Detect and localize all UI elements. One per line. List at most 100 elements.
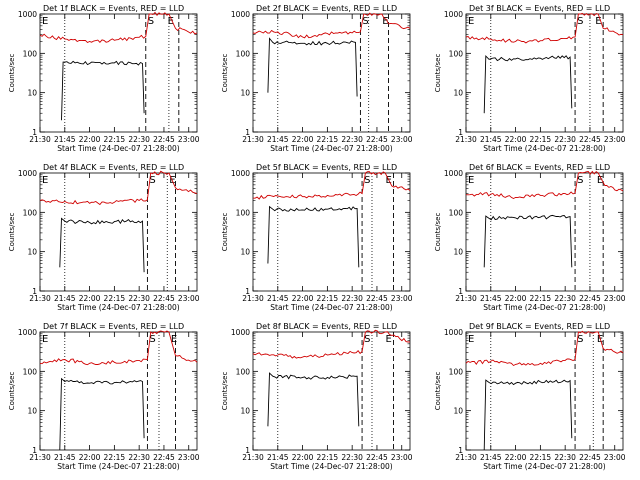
- panel-title: Det 6f BLACK = Events, RED = LLD: [469, 163, 610, 172]
- panel-title: Det 3f BLACK = Events, RED = LLD: [469, 4, 610, 13]
- x-tick-label: 22:30: [341, 453, 363, 462]
- y-axis-label: Counts/sec: [434, 213, 442, 252]
- y-tick-label: 1000: [18, 328, 37, 337]
- event-marker-E: E: [42, 175, 48, 186]
- plot-frame: [39, 331, 198, 451]
- x-axis-label: Start Time (24-Dec-07 21:28:00): [270, 303, 392, 312]
- x-tick-label: 21:30: [455, 135, 477, 144]
- y-tick-label: 10: [453, 407, 463, 416]
- x-tick-label: 22:15: [317, 294, 339, 303]
- panel-title: Det 4f BLACK = Events, RED = LLD: [43, 163, 184, 172]
- events-series-line: [267, 205, 360, 268]
- y-tick-label: 100: [236, 208, 251, 217]
- event-marker-E: E: [597, 175, 603, 186]
- y-tick-label: 100: [23, 367, 38, 376]
- lld-series-line: [465, 12, 624, 44]
- x-tick-label: 21:30: [29, 294, 51, 303]
- y-axis-label: Counts/sec: [8, 372, 16, 411]
- y-tick-label: 10: [27, 89, 37, 98]
- y-axis-label: Counts/sec: [221, 54, 229, 93]
- events-series-line: [483, 55, 573, 114]
- x-tick-label: 21:30: [29, 453, 51, 462]
- lld-series-line: [465, 330, 624, 367]
- x-tick-label: 22:00: [292, 453, 314, 462]
- x-tick-label: 21:45: [267, 294, 289, 303]
- event-marker-S: S: [577, 334, 583, 345]
- panel-title: Det 2f BLACK = Events, RED = LLD: [256, 4, 397, 13]
- events-series-line: [267, 372, 360, 427]
- x-tick-label: 21:45: [267, 453, 289, 462]
- x-tick-label: 22:30: [128, 294, 150, 303]
- lld-series-line: [252, 171, 411, 200]
- x-tick-label: 21:30: [242, 135, 264, 144]
- x-tick-label: 23:00: [391, 453, 413, 462]
- events-series-line: [59, 217, 145, 273]
- x-tick-label: 23:00: [604, 294, 626, 303]
- event-marker-E: E: [171, 334, 177, 345]
- lld-series-line: [252, 329, 411, 359]
- x-tick-label: 22:45: [366, 453, 388, 462]
- y-tick-label: 100: [23, 208, 38, 217]
- x-tick-label: 22:45: [153, 294, 175, 303]
- x-tick-label: 21:30: [242, 453, 264, 462]
- y-tick-label: 1: [245, 446, 250, 455]
- y-tick-label: 100: [236, 49, 251, 58]
- y-tick-label: 1: [32, 287, 37, 296]
- x-tick-label: 22:45: [153, 135, 175, 144]
- events-series-line: [59, 377, 145, 451]
- x-tick-label: 21:45: [54, 135, 76, 144]
- x-tick-label: 22:00: [79, 294, 101, 303]
- plot-frame: [39, 13, 198, 133]
- x-tick-label: 23:00: [178, 453, 200, 462]
- y-tick-label: 1000: [444, 10, 463, 19]
- x-tick-label: 22:30: [341, 135, 363, 144]
- x-axis-label: Start Time (24-Dec-07 21:28:00): [483, 303, 605, 312]
- y-tick-label: 1: [32, 128, 37, 137]
- y-tick-label: 1000: [231, 328, 250, 337]
- plot-frame: [465, 331, 624, 451]
- x-axis-label: Start Time (24-Dec-07 21:28:00): [483, 462, 605, 471]
- x-tick-label: 21:30: [242, 294, 264, 303]
- y-axis-label: Counts/sec: [221, 372, 229, 411]
- lld-series-line: [39, 11, 198, 44]
- plot-frame: [39, 172, 198, 292]
- y-tick-label: 10: [240, 248, 250, 257]
- event-marker-E: E: [595, 16, 601, 27]
- y-tick-label: 100: [449, 49, 464, 58]
- plot-frame: [252, 331, 411, 451]
- panel-4: Det 4f BLACK = Events, RED = LLD 1 10 100 10…: [8, 163, 200, 312]
- plot-frame: [252, 172, 411, 292]
- event-marker-S: S: [149, 175, 155, 186]
- event-marker-S: S: [364, 175, 370, 186]
- x-tick-label: 22:00: [79, 453, 101, 462]
- panel-8: Det 8f BLACK = Events, RED = LLD 1 10 100 10…: [221, 322, 413, 471]
- x-tick-label: 22:30: [554, 135, 576, 144]
- x-axis-label: Start Time (24-Dec-07 21:28:00): [270, 462, 392, 471]
- y-tick-label: 10: [453, 248, 463, 257]
- x-tick-label: 22:45: [579, 135, 601, 144]
- event-marker-S: S: [577, 175, 583, 186]
- lld-series-line: [252, 12, 411, 39]
- panel-2: Det 2f BLACK = Events, RED = LLD 1 10 100 10…: [221, 4, 413, 153]
- x-tick-label: 22:00: [505, 294, 527, 303]
- y-tick-label: 1000: [444, 328, 463, 337]
- x-tick-label: 22:45: [579, 294, 601, 303]
- event-marker-S: S: [364, 334, 370, 345]
- events-series-line: [483, 379, 573, 451]
- event-marker-S: S: [149, 334, 155, 345]
- x-axis-label: Start Time (24-Dec-07 21:28:00): [57, 462, 179, 471]
- y-tick-label: 10: [27, 248, 37, 257]
- x-tick-label: 22:30: [554, 453, 576, 462]
- x-axis-label: Start Time (24-Dec-07 21:28:00): [57, 144, 179, 153]
- y-tick-label: 1000: [18, 169, 37, 178]
- x-axis-label: Start Time (24-Dec-07 21:28:00): [483, 144, 605, 153]
- y-tick-label: 1000: [231, 169, 250, 178]
- y-tick-label: 1: [458, 287, 463, 296]
- plot-frame: [465, 172, 624, 292]
- x-tick-label: 22:45: [366, 135, 388, 144]
- panel-6: Det 6f BLACK = Events, RED = LLD 1 10 100 10…: [434, 163, 626, 312]
- event-marker-E: E: [468, 16, 474, 27]
- lld-series-line: [39, 170, 198, 206]
- x-tick-label: 21:45: [267, 135, 289, 144]
- x-tick-label: 22:30: [341, 294, 363, 303]
